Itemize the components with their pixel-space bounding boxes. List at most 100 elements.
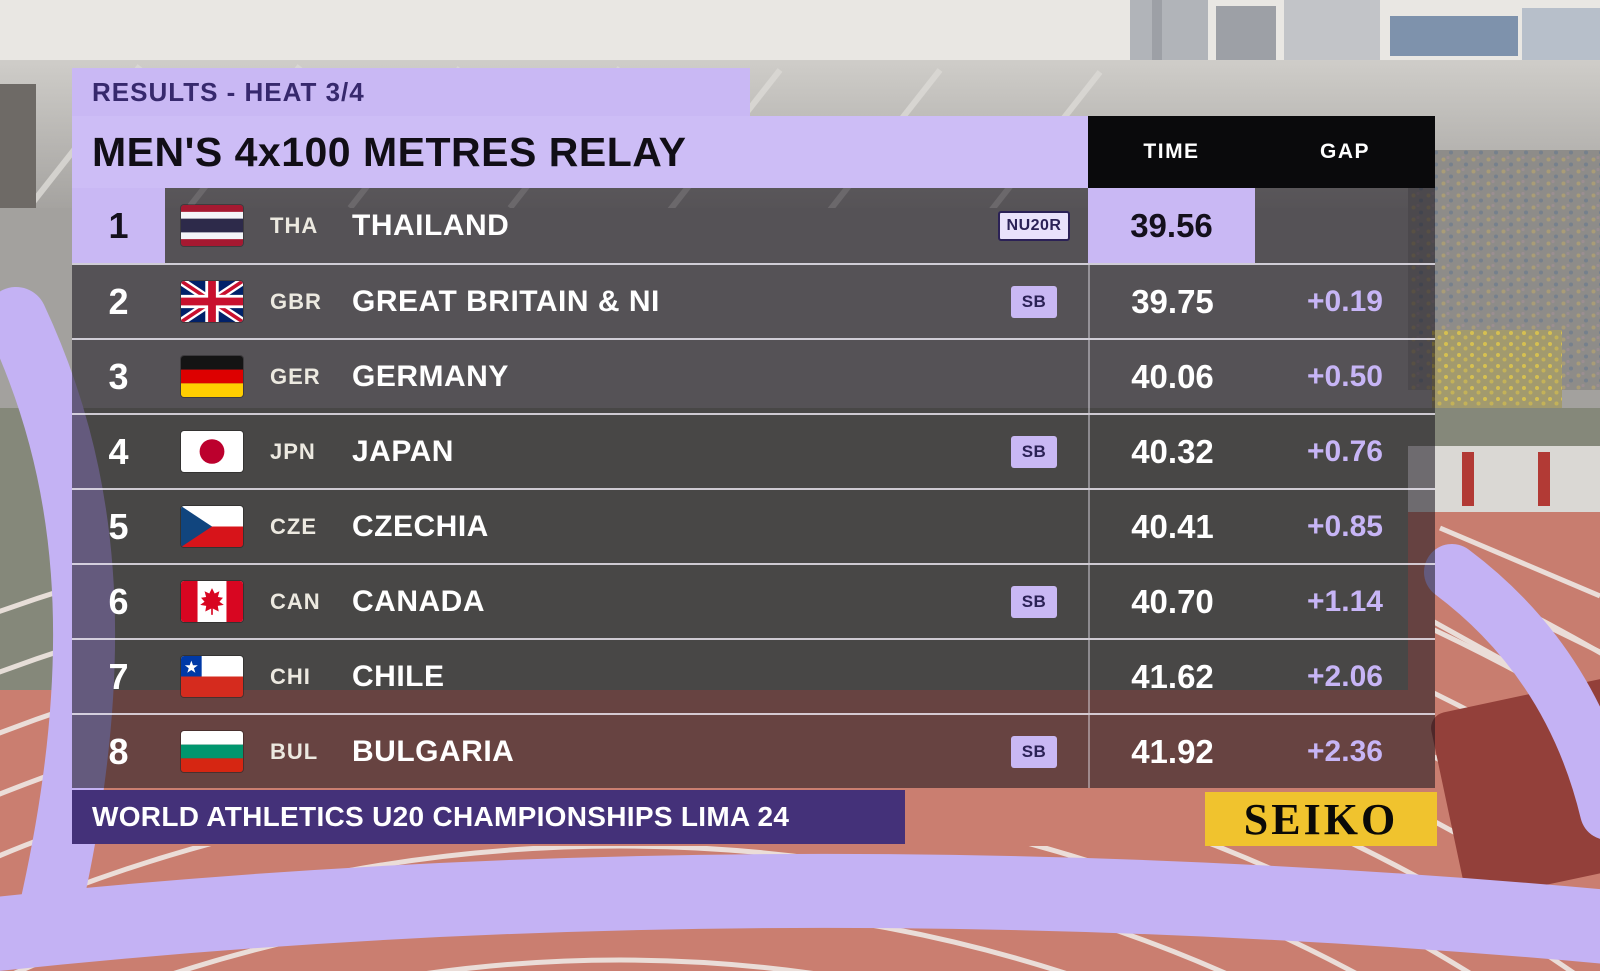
rank-cell: 8 xyxy=(72,715,165,788)
flag-chile-icon xyxy=(181,656,243,697)
gap-value: +0.85 xyxy=(1307,509,1383,543)
gap-cell: +1.14 xyxy=(1255,565,1435,638)
flag-thailand-icon xyxy=(181,205,243,246)
time-value: 39.75 xyxy=(1131,282,1214,320)
column-header-bar: TIME GAP xyxy=(1088,116,1435,188)
gap-cell xyxy=(1255,188,1435,263)
flag-germany-icon xyxy=(181,356,243,397)
result-row-czechia: 5 CZE CZECHIA 40.41 +0.85 xyxy=(72,488,1435,563)
time-cell: 39.75 xyxy=(1088,265,1255,338)
result-row-japan: 4 JPN JAPAN SB 40.32 +0.76 xyxy=(72,413,1435,488)
country-code-cell: GBR xyxy=(270,265,352,338)
rank-number: 4 xyxy=(108,430,129,472)
seiko-logo: SEIKO xyxy=(1205,792,1437,846)
country-name-cell: GERMANY xyxy=(352,340,980,413)
competition-bar: WORLD ATHLETICS U20 CHAMPIONSHIPS LIMA 2… xyxy=(72,790,905,844)
season-best-badge: SB xyxy=(1010,285,1058,318)
badge-cell: NU20R xyxy=(980,188,1088,263)
badge-cell: SB xyxy=(980,565,1088,638)
country-code: JPN xyxy=(270,438,316,464)
rank-number: 1 xyxy=(108,204,129,246)
country-code-cell: BUL xyxy=(270,715,352,788)
country-name: CHILE xyxy=(352,659,445,693)
time-value: 40.06 xyxy=(1131,357,1214,395)
rank-number: 8 xyxy=(108,730,129,772)
country-code: CAN xyxy=(270,588,321,614)
flag-cell xyxy=(165,188,270,263)
country-code: GER xyxy=(270,363,321,389)
gap-value: +2.36 xyxy=(1307,734,1383,768)
rank-cell: 3 xyxy=(72,340,165,413)
flag-cell xyxy=(165,490,270,563)
gap-value: +0.19 xyxy=(1307,284,1383,318)
event-title: MEN'S 4x100 METRES RELAY xyxy=(92,128,687,175)
country-code-cell: CAN xyxy=(270,565,352,638)
flag-czechia-icon xyxy=(181,506,243,547)
time-value: 39.56 xyxy=(1130,206,1213,244)
flag-japan-icon xyxy=(181,431,243,472)
result-row-chile: 7 CHI CHILE 41.62 +2.06 xyxy=(72,638,1435,713)
result-row-canada: 6 CAN CANADA SB 40.70 +1.14 xyxy=(72,563,1435,638)
landing-mat xyxy=(1431,677,1600,899)
badge-cell xyxy=(980,640,1088,713)
record-badge: NU20R xyxy=(997,210,1071,241)
country-name-cell: CANADA xyxy=(352,565,980,638)
flag-bulgaria-icon xyxy=(181,731,243,772)
badge-cell: SB xyxy=(980,415,1088,488)
country-name: GERMANY xyxy=(352,359,509,393)
gap-cell: +2.36 xyxy=(1255,715,1435,788)
time-value: 40.41 xyxy=(1131,507,1214,545)
time-cell: 39.56 xyxy=(1088,188,1255,263)
badge-cell xyxy=(980,340,1088,413)
country-code: CHI xyxy=(270,663,311,689)
country-code-cell: THA xyxy=(270,188,352,263)
time-column-header: TIME xyxy=(1143,140,1200,163)
gap-cell: +0.76 xyxy=(1255,415,1435,488)
gap-cell: +0.19 xyxy=(1255,265,1435,338)
heat-label: RESULTS - HEAT 3/4 xyxy=(92,76,365,107)
country-code-cell: CHI xyxy=(270,640,352,713)
time-cell: 40.06 xyxy=(1088,340,1255,413)
country-code-cell: JPN xyxy=(270,415,352,488)
season-best-badge: SB xyxy=(1010,585,1058,618)
country-name-cell: GREAT BRITAIN & NI xyxy=(352,265,980,338)
flag-cell xyxy=(165,415,270,488)
badge-cell xyxy=(980,490,1088,563)
rank-number: 5 xyxy=(108,505,129,547)
time-value: 40.32 xyxy=(1131,432,1214,470)
rank-cell: 6 xyxy=(72,565,165,638)
time-cell: 40.32 xyxy=(1088,415,1255,488)
gap-cell: +0.85 xyxy=(1255,490,1435,563)
gap-cell: +0.50 xyxy=(1255,340,1435,413)
season-best-badge: SB xyxy=(1010,735,1058,768)
rank-number: 6 xyxy=(108,580,129,622)
rank-number: 3 xyxy=(108,355,129,397)
country-name-cell: THAILAND xyxy=(352,188,980,263)
result-row-germany: 3 GER GERMANY 40.06 +0.50 xyxy=(72,338,1435,413)
time-value: 41.92 xyxy=(1131,732,1214,770)
badge-cell: SB xyxy=(980,715,1088,788)
country-name: CANADA xyxy=(352,584,485,618)
seiko-wordmark: SEIKO xyxy=(1243,794,1399,844)
country-name: CZECHIA xyxy=(352,509,489,543)
country-name-cell: CZECHIA xyxy=(352,490,980,563)
rank-cell: 4 xyxy=(72,415,165,488)
gap-value: +0.50 xyxy=(1307,359,1383,393)
gap-value: +0.76 xyxy=(1307,434,1383,468)
rank-cell: 2 xyxy=(72,265,165,338)
country-code: GBR xyxy=(270,288,322,314)
country-name: JAPAN xyxy=(352,434,454,468)
gap-cell: +2.06 xyxy=(1255,640,1435,713)
results-panel: RESULTS - HEAT 3/4 MEN'S 4x100 METRES RE… xyxy=(72,68,1437,848)
time-cell: 40.70 xyxy=(1088,565,1255,638)
time-cell: 41.92 xyxy=(1088,715,1255,788)
country-name: THAILAND xyxy=(352,208,510,242)
flag-cell xyxy=(165,715,270,788)
country-name-cell: BULGARIA xyxy=(352,715,980,788)
flag-great-britain-icon xyxy=(181,281,243,322)
flag-cell xyxy=(165,565,270,638)
gap-column-header: GAP xyxy=(1319,140,1370,163)
time-cell: 40.41 xyxy=(1088,490,1255,563)
results-table: 1 THA THAILAND NU20R 39.56 2 GBR GREAT B… xyxy=(72,188,1435,788)
